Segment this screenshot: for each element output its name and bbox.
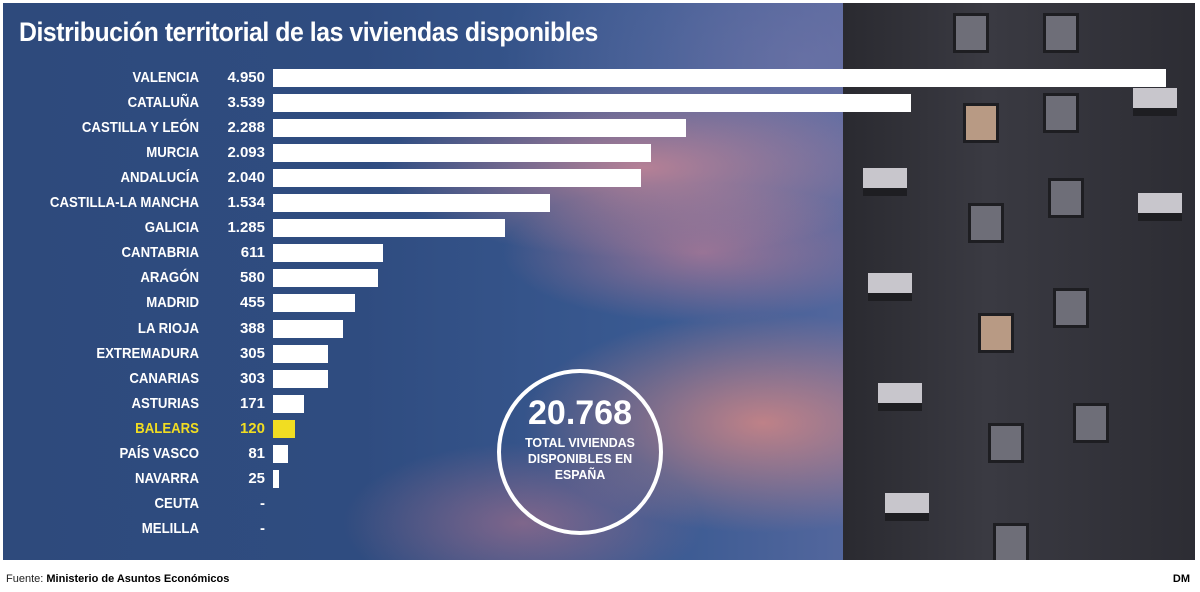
bar: [273, 119, 686, 138]
bar: [273, 194, 550, 213]
balcony: [1133, 88, 1177, 116]
bar: [273, 419, 295, 438]
value-label: 2.288: [227, 119, 265, 137]
value-label: 305: [239, 344, 265, 362]
chart-title: Distribución territorial de las vivienda…: [19, 17, 598, 47]
category-label: ASTURIAS: [131, 394, 199, 412]
category-label: PAÍS VASCO: [119, 444, 199, 462]
value-label: 2.093: [227, 144, 265, 162]
value-label: 1.285: [227, 219, 265, 237]
window: [1073, 403, 1109, 443]
balcony: [1138, 193, 1182, 221]
category-label: VALENCIA: [132, 69, 199, 86]
value-label: 455: [239, 294, 265, 312]
value-label: 81: [248, 444, 265, 462]
category-label: MELILLA: [141, 519, 199, 537]
value-label: -: [260, 519, 265, 537]
category-label: CATALUÑA: [127, 94, 199, 112]
building-photo: [843, 3, 1195, 560]
bar: [273, 444, 288, 463]
category-label: GALICIA: [144, 219, 199, 237]
category-label: CANARIAS: [129, 369, 199, 387]
window: [963, 103, 999, 143]
window: [1043, 13, 1079, 53]
category-label: EXTREMADURA: [96, 344, 199, 362]
value-label: 1.534: [227, 194, 265, 212]
bar: [273, 344, 329, 363]
total-value: 20.768: [528, 394, 632, 432]
value-label: 25: [248, 469, 265, 487]
bar: [273, 69, 1166, 87]
credit: DM: [1172, 573, 1190, 585]
value-label: 171: [239, 394, 265, 412]
source-prefix: Fuente:: [6, 573, 44, 585]
window: [993, 523, 1029, 560]
bar: [273, 94, 912, 113]
category-label: CASTILLA Y LEÓN: [81, 119, 199, 137]
bar: [273, 169, 642, 188]
bar: [273, 219, 505, 238]
value-label: 2.040: [227, 169, 265, 187]
total-callout: 20.768 TOTAL VIVIENDAS DISPONIBLES EN ES…: [497, 369, 663, 535]
window: [978, 313, 1014, 353]
chart-panel: Distribución territorial de las vivienda…: [3, 3, 1195, 560]
category-label: MADRID: [146, 294, 199, 312]
category-label: ARAGÓN: [140, 269, 199, 287]
balcony: [878, 383, 922, 411]
bar: [273, 244, 384, 263]
total-label: TOTAL VIVIENDAS DISPONIBLES EN ESPAÑA: [525, 435, 635, 482]
bar: [273, 469, 279, 488]
balcony: [868, 273, 912, 301]
window: [988, 423, 1024, 463]
bar: [273, 144, 651, 163]
window: [1048, 178, 1084, 218]
category-label: CEUTA: [154, 494, 199, 512]
value-label: 4.950: [227, 69, 265, 86]
balcony: [885, 493, 929, 521]
value-label: 388: [239, 319, 265, 337]
window: [953, 13, 989, 53]
window: [1043, 93, 1079, 133]
category-label: BALEARS: [135, 419, 199, 437]
bar: [273, 269, 378, 288]
window: [968, 203, 1004, 243]
category-label: CANTABRIA: [121, 244, 199, 262]
value-label: 3.539: [227, 94, 265, 112]
category-label: MURCIA: [146, 144, 199, 162]
value-label: 611: [240, 244, 265, 262]
bar: [273, 294, 356, 313]
source-note: Fuente: Ministerio de Asuntos Económicos: [6, 573, 229, 585]
value-label: 303: [239, 369, 265, 387]
bar: [273, 319, 343, 338]
category-label: ANDALUCÍA: [120, 169, 199, 187]
value-label: 580: [239, 269, 265, 287]
bar: [273, 394, 304, 413]
bar: [273, 369, 328, 388]
window: [1053, 288, 1089, 328]
category-label: LA RIOJA: [137, 319, 199, 337]
source-name: Ministerio de Asuntos Económicos: [46, 573, 230, 585]
category-label: NAVARRA: [134, 469, 199, 487]
category-label: CASTILLA-LA MANCHA: [49, 194, 199, 212]
value-label: 120: [239, 419, 265, 437]
balcony: [863, 168, 907, 196]
value-label: -: [260, 494, 265, 512]
